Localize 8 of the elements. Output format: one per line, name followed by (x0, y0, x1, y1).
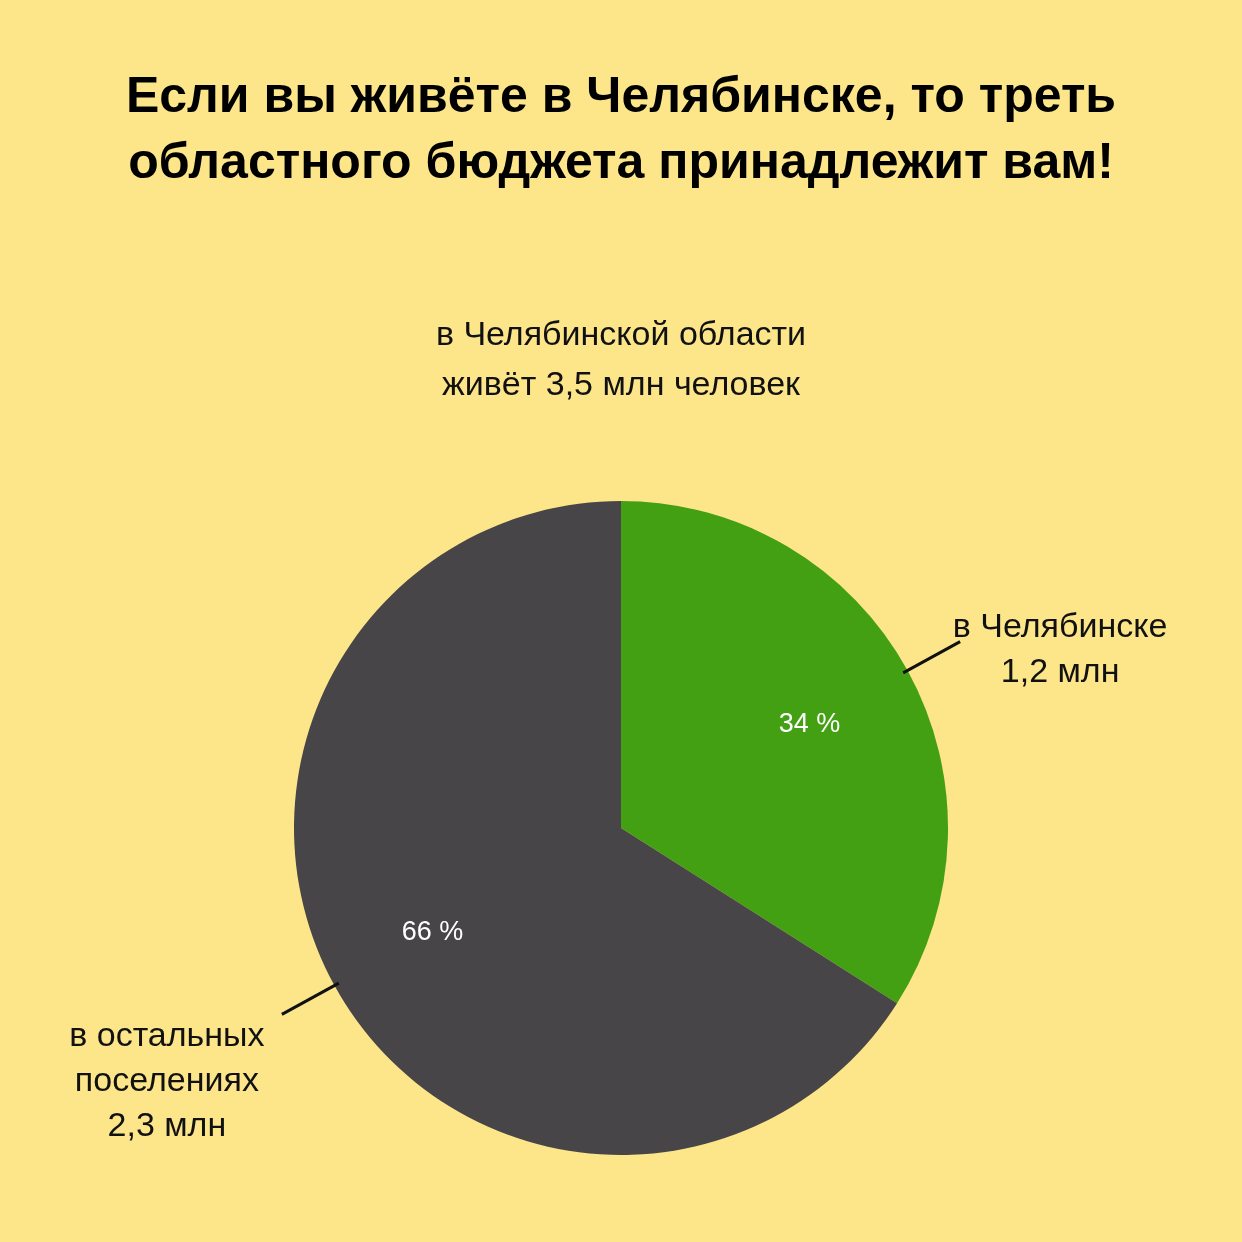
chart-title: Если вы живёте в Челябинске, то треть областного бюджета принадлежит вам! (125, 67, 1117, 189)
data-label: 34 % (778, 708, 841, 739)
slice-label: в Челябинске 1,2 млн (952, 605, 1168, 689)
slice-label: в остальных поселениях 2,3 млн (69, 1015, 265, 1144)
chart-subtitle: в Челябинской области живёт 3,5 млн человек (435, 314, 807, 402)
pie-slice (294, 501, 898, 1155)
pie-slice (621, 501, 948, 1004)
data-label: 66 % (401, 915, 464, 946)
